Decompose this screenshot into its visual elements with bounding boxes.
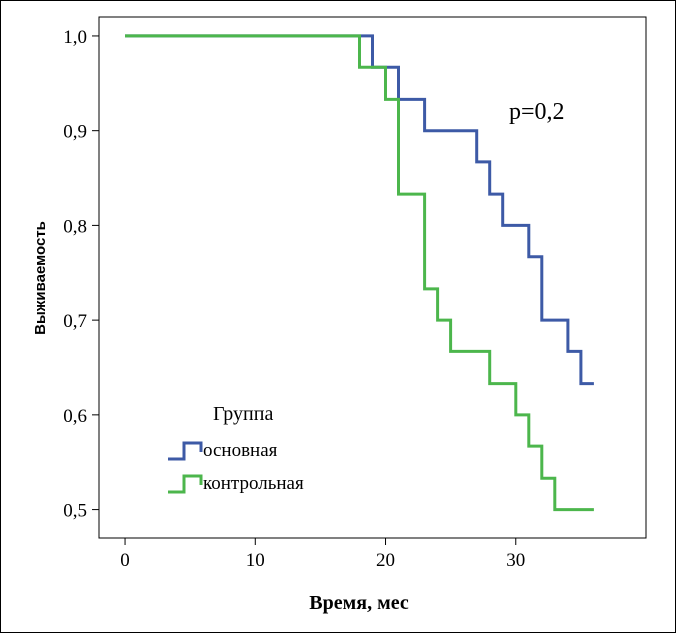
y-tick-label: 0,8: [63, 216, 87, 237]
x-tick-label: 20: [376, 550, 395, 571]
x-axis-label: Время, мес: [309, 592, 409, 614]
x-tick-label: 30: [506, 550, 525, 571]
x-ticks: 0 10 20 30: [120, 538, 525, 571]
legend-items: основная контрольная: [168, 440, 304, 494]
legend: Группа основная контрольная: [161, 396, 348, 498]
p-value-annotation: p=0,2: [509, 99, 565, 125]
y-tick-label: 1,0: [63, 27, 87, 48]
series-line-2: [125, 34, 594, 512]
y-tick-label: 0,5: [63, 501, 87, 522]
x-tick-label: 0: [120, 550, 130, 571]
legend-box: [161, 396, 348, 498]
y-tick-label: 0,6: [63, 406, 87, 427]
y-tick-label: 0,9: [63, 122, 87, 143]
y-ticks: 0,5 0,6 0,7 0,8 0,9 1,0: [63, 27, 99, 522]
x-tick-label: 10: [246, 550, 265, 571]
legend-title: Группа: [213, 403, 273, 425]
y-tick-label: 0,7: [63, 311, 87, 332]
legend-label-1: основная: [203, 440, 278, 461]
legend-label-2: контрольная: [203, 473, 304, 494]
series-line-1: [125, 34, 594, 386]
legend-swatch-1: [168, 441, 203, 461]
y-axis-label: Выживаемость: [32, 221, 49, 335]
legend-swatch-2: [168, 474, 203, 494]
series-layer: [125, 34, 594, 512]
